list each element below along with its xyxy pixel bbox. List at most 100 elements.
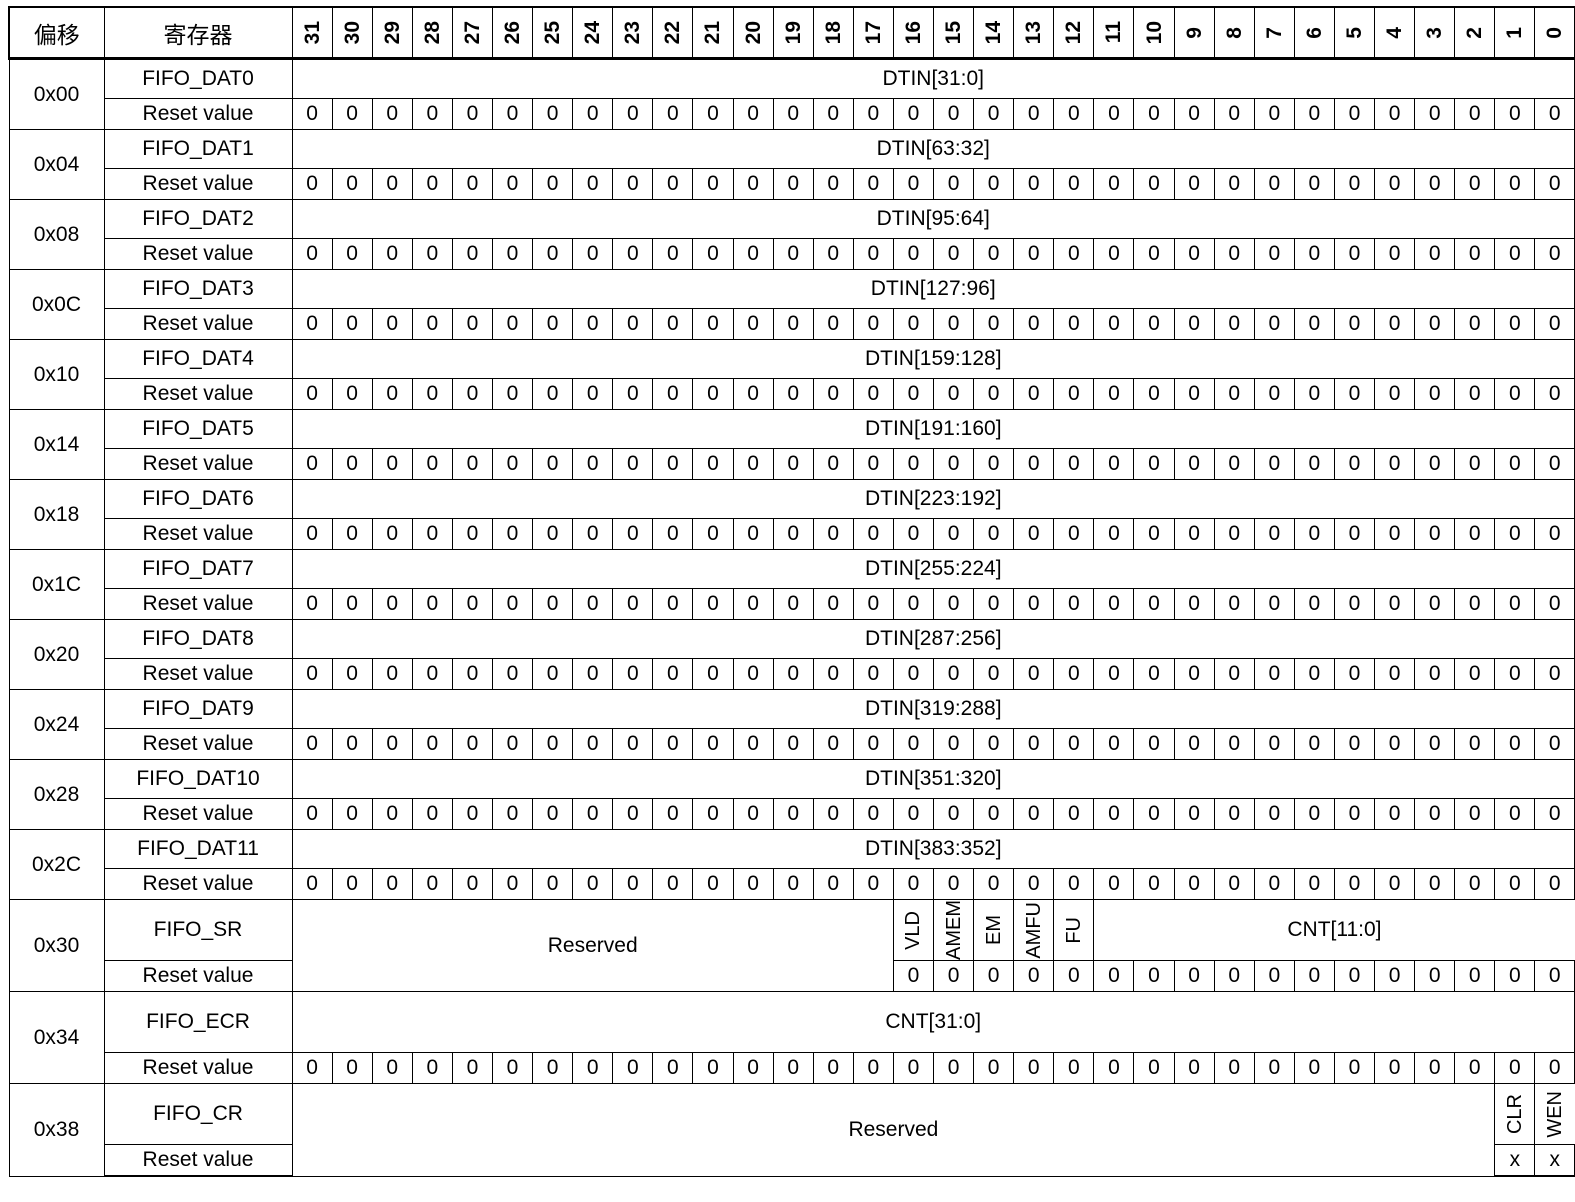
reset-bit-25: 0 [532, 238, 574, 270]
reset-bit-6: 0 [1293, 1052, 1335, 1084]
reset-bit-4: 0 [1374, 1052, 1416, 1084]
reset-row-FIFO_DAT9: Reset value 0 0 0 0 0 0 0 0 0 0 0 0 0 0 0 0 0 0 0 0 0 0 0 0 0 0 0 0 0… [9, 728, 1575, 760]
reset-bit-cnt-0: 0 [1534, 960, 1575, 992]
reset-bit-12: 0 [1053, 798, 1095, 830]
bit-number-label: 20 [741, 20, 765, 45]
reset-bit-0: 0 [1534, 728, 1575, 760]
reset-bit-1: 0 [1494, 658, 1536, 690]
reset-bit-17: 0 [852, 168, 894, 200]
header-register: 寄存器 [103, 6, 293, 60]
reset-bit-30: 0 [331, 728, 373, 760]
bit-number-label: 12 [1062, 20, 1086, 45]
reset-row-FIFO_DAT11: Reset value 0 0 0 0 0 0 0 0 0 0 0 0 0 0 0 0 0 0 0 0 0 0 0 0 0 0 0 0 0… [9, 868, 1575, 900]
reset-bit-8: 0 [1213, 448, 1255, 480]
reset-bit-20: 0 [732, 378, 774, 410]
reset-bit-28: 0 [411, 588, 453, 620]
header-bit-27: 27 [451, 6, 493, 60]
reset-bit-24: 0 [572, 868, 614, 900]
reset-bit-17: 0 [852, 378, 894, 410]
reset-bit-13: 0 [1013, 798, 1055, 830]
field-FIFO_DAT8: DTIN[287:256] [291, 619, 1575, 659]
reset-bit-24: 0 [572, 98, 614, 130]
reset-bit-27: 0 [451, 448, 493, 480]
reset-bit-20: 0 [732, 658, 774, 690]
reset-bit-29: 0 [371, 868, 413, 900]
register-name-FIFO_CR: FIFO_CR [103, 1083, 293, 1145]
reset-bit-18: 0 [812, 98, 854, 130]
reset-bit-23: 0 [612, 308, 654, 340]
reset-bit-24: 0 [572, 448, 614, 480]
reset-bit-2: 0 [1454, 868, 1496, 900]
reset-bit-9: 0 [1173, 168, 1215, 200]
reset-bit-2: 0 [1454, 168, 1496, 200]
reset-bit-19: 0 [772, 238, 814, 270]
reset-bit-4: 0 [1374, 658, 1416, 690]
reset-bit-2: 0 [1454, 798, 1496, 830]
reset-bit-16: 0 [892, 98, 935, 130]
reset-bit-5: 0 [1333, 168, 1376, 200]
reset-bit-18: 0 [812, 728, 854, 760]
reset-value-label: Reset value [103, 588, 293, 620]
reset-bit-23: 0 [612, 658, 654, 690]
reset-bit-7: 0 [1253, 868, 1295, 900]
field-FIFO_DAT4: DTIN[159:128] [291, 339, 1575, 379]
reset-bit-11: 0 [1093, 1052, 1135, 1084]
reset-bit-20: 0 [732, 868, 774, 900]
reset-bit-11: 0 [1093, 798, 1135, 830]
reset-bit-4: 0 [1374, 448, 1416, 480]
register-name-FIFO_DAT0: FIFO_DAT0 [103, 58, 293, 99]
header-bit-0: 0 [1534, 6, 1575, 60]
register-row-FIFO_DAT1: 0x04 FIFO_DAT1 DTIN[63:32] [8, 129, 1575, 200]
reset-bit-5: 0 [1333, 98, 1376, 130]
reset-bit-15: 0 [932, 868, 975, 900]
reset-bit-30: 0 [331, 98, 373, 130]
reset-bit-12: 0 [1053, 168, 1095, 200]
reset-bit-2: 0 [1454, 728, 1496, 760]
reset-bit-18: 0 [812, 868, 854, 900]
reset-bit-27: 0 [451, 308, 493, 340]
reset-bit-27: 0 [451, 798, 493, 830]
register-name-FIFO_DAT10: FIFO_DAT10 [103, 759, 293, 799]
field-AMFU: AMFU [1013, 899, 1055, 961]
reset-bit-7: 0 [1253, 448, 1295, 480]
reset-bit-9: 0 [1173, 588, 1215, 620]
reset-bit-28: 0 [411, 658, 453, 690]
offset-0x14: 0x14 [8, 409, 105, 480]
reset-bit-7: 0 [1253, 798, 1295, 830]
reset-bit-31: 0 [291, 868, 333, 900]
reset-bit-22: 0 [652, 518, 694, 550]
reset-row-FIFO_SR: Reset value 0 0 0 0 0 0 0 0 0 0 0 0 0 0 0 0 0 [9, 960, 1575, 992]
reset-row-FIFO_DAT10: Reset value 0 0 0 0 0 0 0 0 0 0 0 0 0 0 0 0 0 0 0 0 0 0 0 0 0 0 0 0 0… [9, 798, 1575, 830]
reset-bit-30: 0 [331, 798, 373, 830]
reset-bit-26: 0 [491, 378, 534, 410]
register-row-FIFO_DAT9: 0x24 FIFO_DAT9 DTIN[319:288] [8, 689, 1575, 760]
reset-bit-19: 0 [772, 308, 814, 340]
reset-bit-18: 0 [812, 238, 854, 270]
reset-bit-27: 0 [451, 728, 493, 760]
bit-number-label: 10 [1142, 20, 1166, 45]
reset-bit-9: 0 [1173, 798, 1215, 830]
reset-bit-20: 0 [732, 98, 774, 130]
reset-bit-8: 0 [1213, 588, 1255, 620]
reset-bit-2: 0 [1454, 238, 1496, 270]
reset-bit-13: 0 [1013, 448, 1055, 480]
field-FIFO_DAT9: DTIN[319:288] [291, 689, 1575, 729]
reset-bit-3: 0 [1414, 588, 1456, 620]
reset-bit-7: 0 [1253, 98, 1295, 130]
reset-bit-1: 0 [1494, 798, 1536, 830]
reset-bit-3: 0 [1414, 448, 1456, 480]
reset-bit-25: 0 [532, 798, 574, 830]
reset-bit-4: 0 [1374, 728, 1416, 760]
header-bit-7: 7 [1253, 6, 1295, 60]
reset-bit-15: 0 [932, 588, 975, 620]
reset-bit-26: 0 [491, 868, 534, 900]
reset-bit-18: 0 [812, 658, 854, 690]
reset-bit-1: 0 [1494, 1052, 1536, 1084]
reset-bit-3: 0 [1414, 518, 1456, 550]
header-bit-2: 2 [1454, 6, 1496, 60]
header-bit-30: 30 [331, 6, 373, 60]
reset-bit-17: 0 [852, 658, 894, 690]
reset-bit-14: 0 [973, 588, 1015, 620]
reset-bit-1: 0 [1494, 868, 1536, 900]
